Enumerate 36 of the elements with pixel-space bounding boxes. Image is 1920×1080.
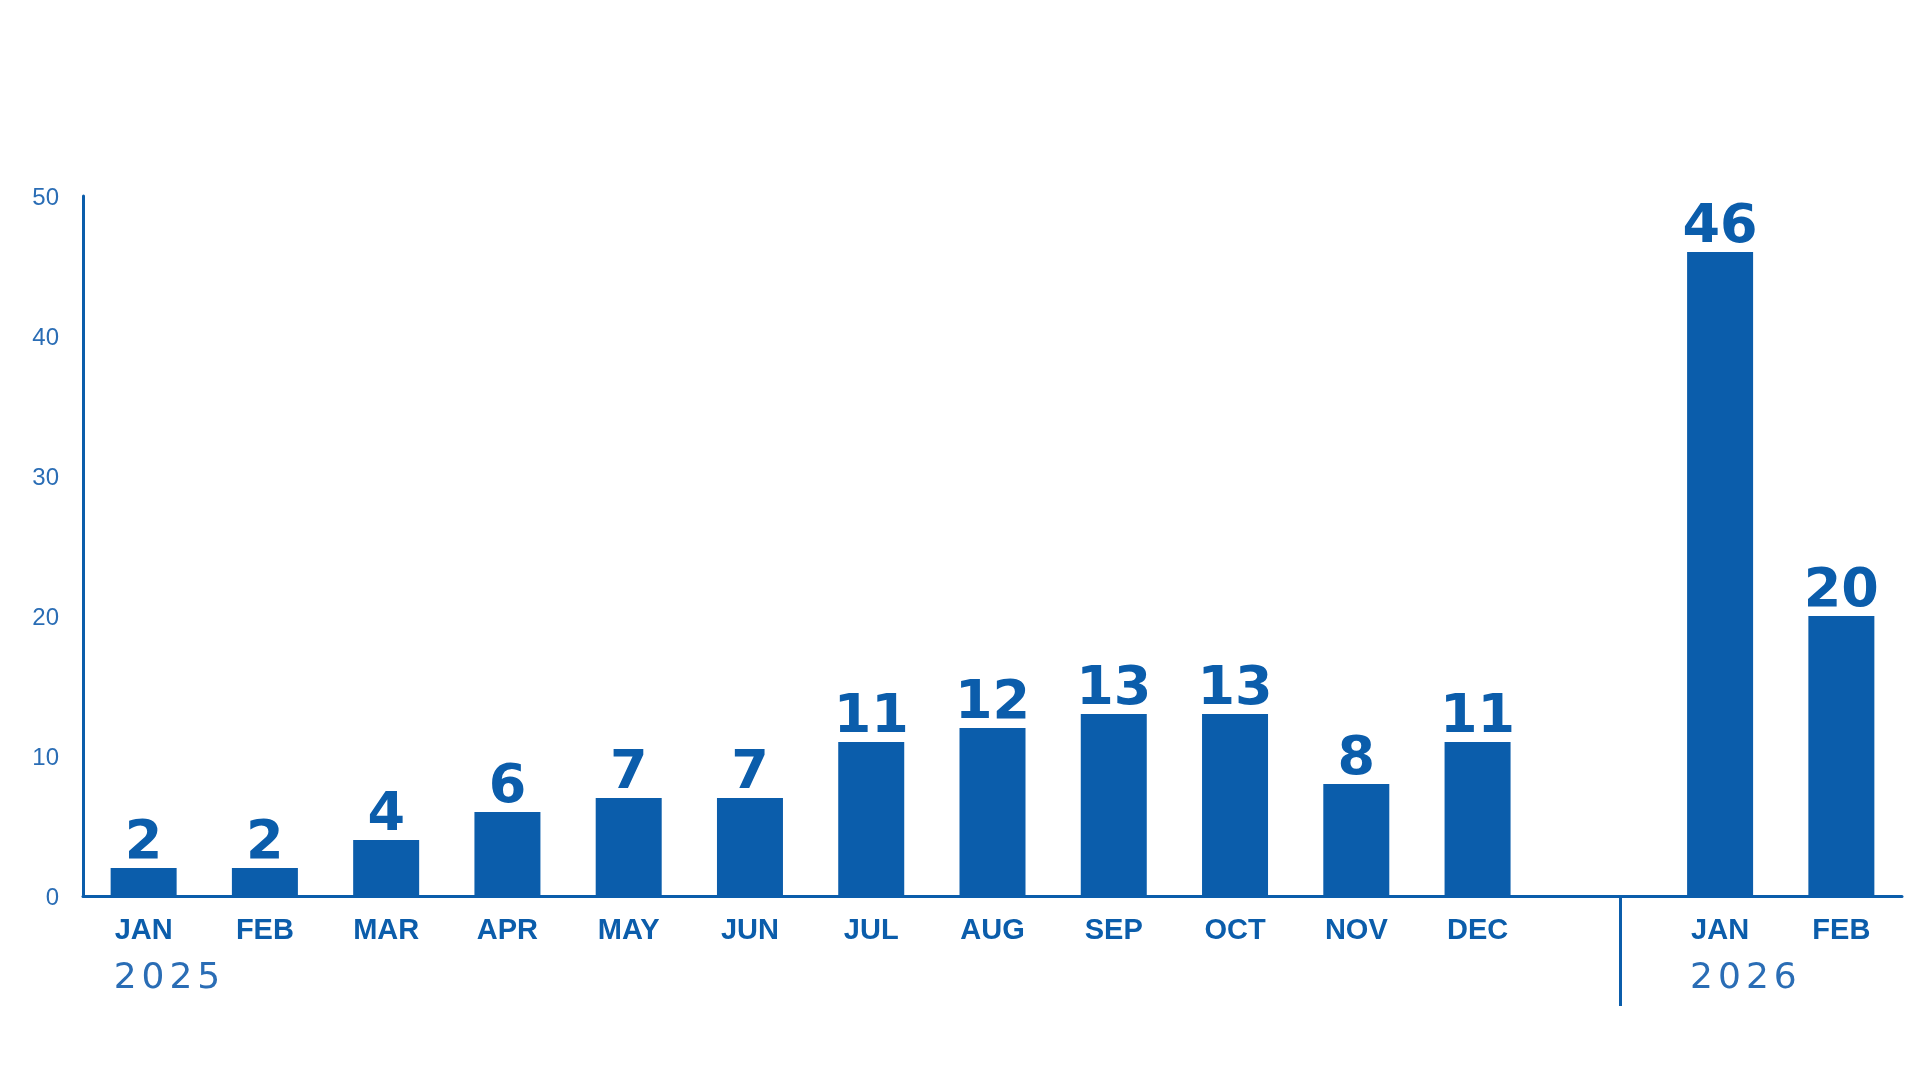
text: 2026 — [1690, 955, 1802, 996]
x-tick-label: DEC — [1446, 912, 1509, 945]
y-tick-label: 0 — [45, 882, 59, 910]
data-label: 11 — [1439, 681, 1516, 745]
x-tick-label: MAR — [353, 912, 420, 945]
data-label: 7 — [731, 737, 769, 801]
x-tick-label: FEB — [1812, 912, 1871, 945]
x-tick-label: OCT — [1204, 912, 1266, 945]
y-tick-label: 20 — [32, 602, 59, 630]
data-label: 13 — [1197, 653, 1273, 717]
x-tick-label: MAY — [597, 912, 660, 945]
data-label: 6 — [488, 751, 527, 815]
x-tick-label: NOV — [1324, 912, 1389, 945]
data-label: 46 — [1682, 191, 1758, 255]
x-tick-label: JUL — [843, 912, 899, 945]
data-label: 2 — [246, 807, 284, 871]
y-tick-label: 10 — [32, 742, 59, 770]
x-tick-label: JAN — [114, 912, 173, 945]
y-tick-label: 50 — [32, 182, 59, 210]
x-tick-label: JAN — [1691, 912, 1750, 945]
data-label: 4 — [367, 779, 405, 843]
y-tick-label: 30 — [32, 462, 59, 490]
data-label: 8 — [1337, 723, 1376, 787]
data-label: 12 — [954, 667, 1031, 731]
data-label: 11 — [833, 681, 909, 745]
x-tick-label: JUN — [720, 912, 779, 945]
data-label: 20 — [1803, 555, 1879, 619]
text: 2025 — [113, 955, 226, 996]
y-tick-label: 40 — [32, 322, 59, 350]
x-tick-label: SEP — [1084, 912, 1143, 945]
data-label: 2 — [124, 807, 163, 871]
data-label: 7 — [609, 737, 648, 801]
data-label: 13 — [1076, 653, 1152, 717]
x-tick-label: AUG — [960, 912, 1025, 945]
x-tick-label: FEB — [235, 912, 294, 945]
x-tick-label: APR — [476, 912, 539, 945]
